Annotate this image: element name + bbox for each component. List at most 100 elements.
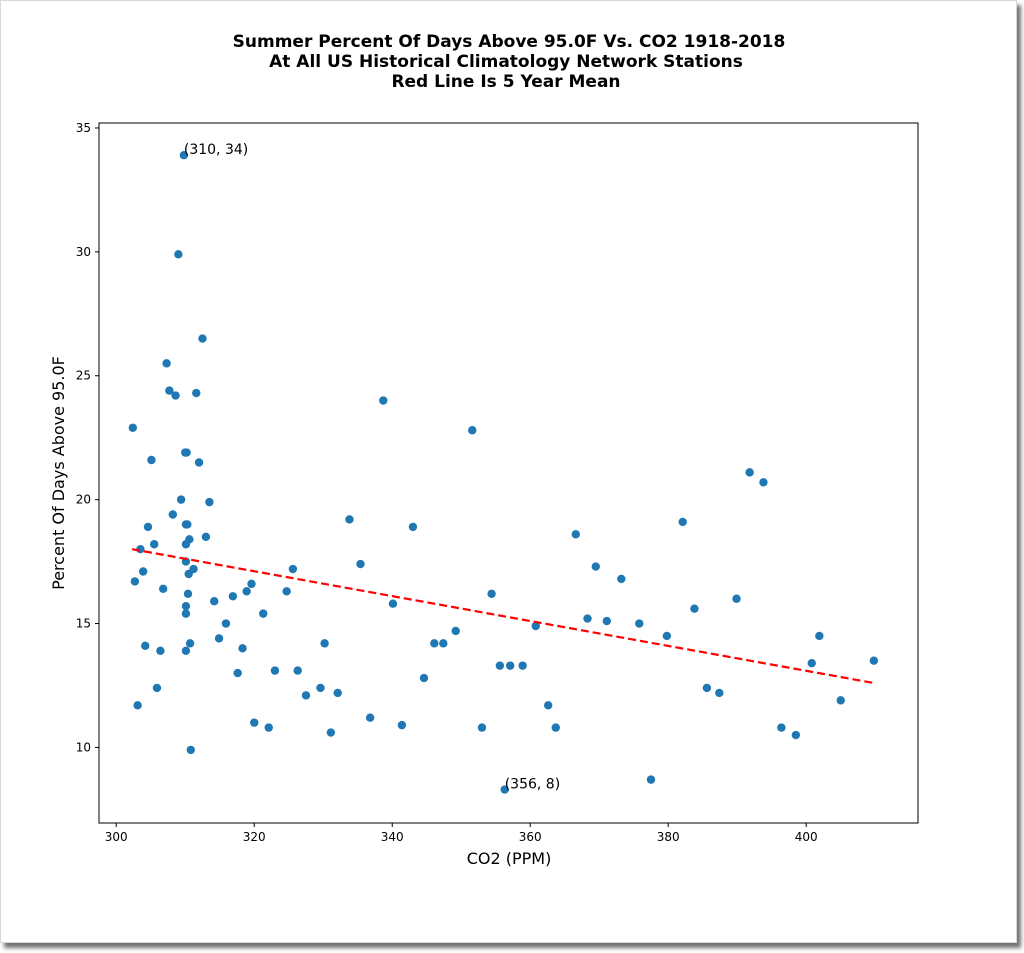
x-tick-label: 340 (381, 830, 404, 844)
data-point (264, 723, 273, 732)
data-point (228, 592, 238, 601)
title-line-3: Red Line Is 5 Year Mean (391, 72, 620, 92)
trend-line (131, 548, 875, 685)
data-point (662, 631, 672, 641)
data-point (165, 386, 174, 395)
data-point (439, 639, 448, 648)
data-point (495, 661, 505, 670)
chart-title: Summer Percent Of Days Above 95.0F Vs. C… (233, 32, 786, 92)
data-point (185, 639, 195, 648)
y-axis-label: Percent Of Days Above 95.0F (49, 356, 68, 590)
data-point (836, 696, 845, 705)
data-point (181, 609, 191, 618)
y-tick-label: 30 (76, 245, 91, 259)
data-point (201, 532, 211, 542)
data-point (487, 589, 496, 598)
data-point (293, 666, 302, 675)
x-axis-label: CO2 (PPM) (467, 849, 552, 868)
data-point (518, 661, 527, 670)
x-tick-label: 400 (795, 830, 818, 844)
data-point (181, 601, 191, 611)
data-point (326, 728, 336, 737)
data-point (430, 639, 439, 648)
data-point (678, 517, 687, 527)
y-tick-label: 25 (76, 369, 91, 383)
data-point (138, 567, 148, 576)
data-point (194, 458, 204, 467)
plot-layer: 300 320 340 360 380 400 10 15 20 25 30 35 (310, 34) (… (76, 121, 879, 844)
data-point (745, 468, 754, 477)
data-point (571, 530, 580, 539)
x-tick-label: 360 (519, 830, 542, 844)
data-point (333, 688, 342, 698)
data-point (198, 334, 207, 343)
data-point (242, 587, 251, 596)
point-annotation: (356, 8) (505, 777, 560, 793)
data-point (168, 510, 178, 519)
data-point (468, 426, 477, 435)
data-point (238, 644, 247, 653)
data-point (702, 683, 712, 693)
data-point (320, 639, 329, 648)
data-point (183, 589, 193, 598)
data-point (221, 619, 231, 628)
data-point (732, 594, 741, 603)
data-point (506, 661, 515, 670)
data-point (259, 609, 268, 618)
data-point (602, 616, 612, 626)
data-point (477, 723, 487, 732)
data-point (379, 396, 388, 405)
title-line-1: Summer Percent Of Days Above 95.0F Vs. C… (233, 32, 786, 52)
data-point (551, 723, 560, 732)
data-point (715, 688, 724, 698)
data-point (250, 718, 259, 727)
data-point (356, 559, 365, 569)
data-point (182, 448, 191, 457)
data-point (583, 614, 592, 623)
data-point (635, 619, 644, 628)
data-point (149, 540, 159, 549)
data-point (617, 574, 626, 584)
y-tick-label: 10 (76, 740, 91, 754)
data-point (141, 641, 150, 651)
data-point (128, 423, 138, 432)
data-point (214, 634, 224, 643)
data-point (247, 579, 256, 589)
data-point (777, 723, 786, 732)
data-point (316, 683, 325, 693)
data-point (179, 151, 189, 160)
data-point (210, 597, 219, 606)
data-point (176, 495, 186, 504)
data-point (759, 478, 768, 487)
data-point (345, 515, 354, 524)
data-point (156, 646, 165, 655)
x-tick-label: 300 (105, 830, 128, 844)
data-point (451, 626, 460, 636)
point-annotation: (310, 34) (184, 142, 248, 158)
data-point (171, 391, 180, 400)
data-point (181, 646, 191, 655)
data-point (365, 713, 375, 722)
data-point (270, 666, 280, 675)
data-point (152, 683, 162, 693)
data-point (531, 621, 540, 631)
data-point (185, 535, 194, 544)
data-point (690, 604, 699, 613)
x-tick-label: 380 (657, 830, 680, 844)
data-point (130, 577, 140, 586)
data-point (189, 564, 198, 574)
data-point (543, 701, 553, 710)
data-point (591, 562, 600, 571)
data-point (147, 455, 156, 465)
data-point (233, 668, 242, 678)
data-point (646, 775, 656, 784)
data-point (143, 522, 153, 532)
plot-area-frame (98, 122, 919, 824)
data-point (388, 599, 398, 608)
x-tick-label: 320 (243, 830, 266, 844)
data-point (397, 720, 407, 730)
data-point (186, 745, 195, 755)
data-point (408, 522, 418, 532)
